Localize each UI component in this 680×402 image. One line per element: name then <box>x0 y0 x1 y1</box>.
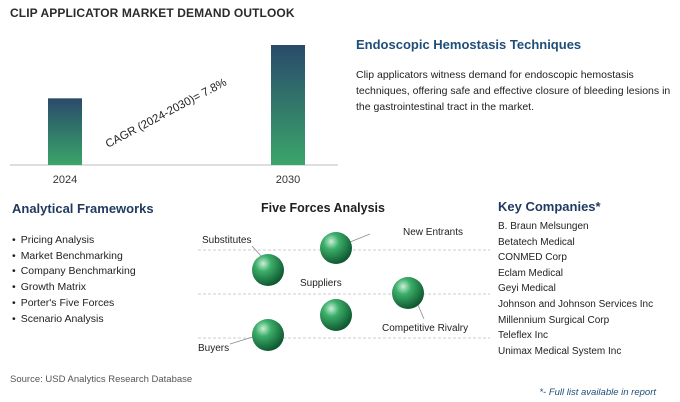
source-note: Source: USD Analytics Research Database <box>10 374 193 385</box>
footnote: *- Full list available in report <box>539 387 656 398</box>
list-item: Pricing Analysis <box>12 233 136 249</box>
list-item: Betatech Medical <box>498 236 575 248</box>
section-body: Clip applicators witness demand for endo… <box>356 69 671 113</box>
cagr-annotation: CAGR (2024-2030)= 7.8% <box>104 77 229 151</box>
list-item: Millennium Surgical Corp <box>498 314 610 326</box>
list-item: Growth Matrix <box>12 280 136 296</box>
list-item: Scenario Analysis <box>12 312 136 328</box>
force-node-suppliers <box>320 299 352 331</box>
five-forces-diagram: Substitutes New Entrants Suppliers Compe… <box>198 227 490 354</box>
bar-2024 <box>48 98 82 165</box>
list-item: Eclam Medical <box>498 267 564 279</box>
companies-title: Key Companies* <box>498 199 601 214</box>
list-item: B. Braun Melsungen <box>498 221 589 232</box>
report-title: CLIP APPLICATOR MARKET DEMAND OUTLOOK <box>10 6 295 20</box>
force-label-competitive-rivalry: Competitive Rivalry <box>382 323 468 334</box>
force-label-new-entrants: New Entrants <box>403 227 463 238</box>
bar-2030 <box>271 45 305 165</box>
list-item: Company Benchmarking <box>12 264 136 280</box>
five-forces-title: Five Forces Analysis <box>261 201 385 215</box>
frameworks-list: Pricing Analysis Market Benchmarking Com… <box>12 233 136 327</box>
x-tick-label: 2024 <box>53 174 77 186</box>
companies-list: B. Braun Melsungen Betatech Medical CONM… <box>498 219 653 359</box>
list-item: Geyi Medical <box>498 283 556 295</box>
force-node-competitive-rivalry <box>392 277 424 309</box>
bar-chart: 2024 2030 CAGR (2024-2030)= 7.8% <box>10 45 338 186</box>
force-label-buyers: Buyers <box>198 343 229 354</box>
list-item: CONMED Corp <box>498 252 567 264</box>
list-item: Porter's Five Forces <box>12 296 136 312</box>
list-item: Unimax Medical System Inc <box>498 345 622 357</box>
force-node-new-entrants <box>320 232 352 264</box>
force-node-buyers <box>252 319 284 351</box>
force-label-suppliers: Suppliers <box>300 278 342 289</box>
list-item: Market Benchmarking <box>12 249 136 265</box>
section-heading: Endoscopic Hemostasis Techniques <box>356 37 582 52</box>
force-label-substitutes: Substitutes <box>202 235 251 246</box>
list-item: Teleflex Inc <box>498 330 549 342</box>
frameworks-title: Analytical Frameworks <box>12 201 154 216</box>
force-node-substitutes <box>252 254 284 286</box>
x-tick-label: 2030 <box>276 174 300 186</box>
list-item: Johnson and Johnson Services Inc <box>498 298 654 310</box>
